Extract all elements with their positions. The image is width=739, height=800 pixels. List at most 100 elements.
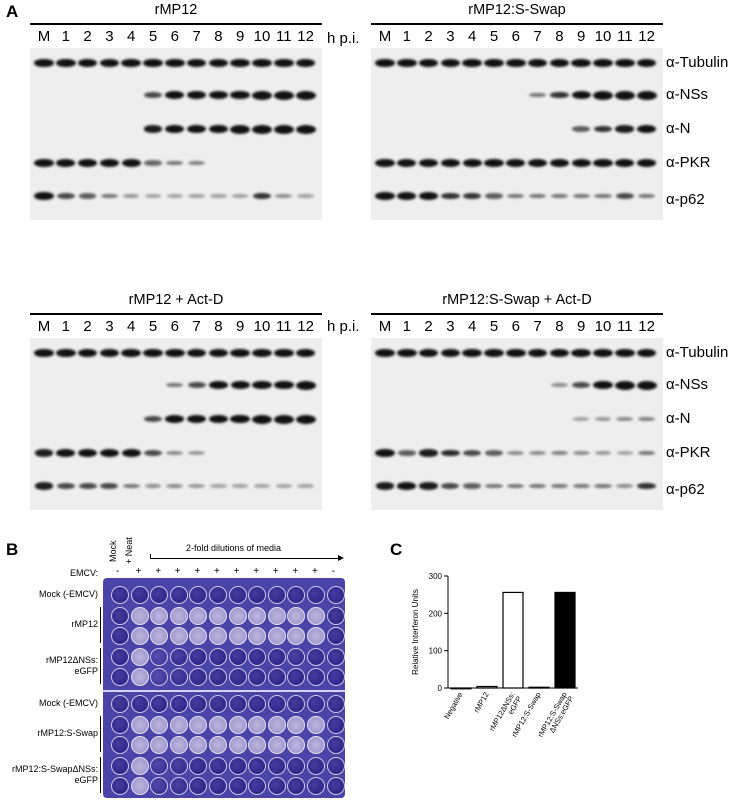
lane-label: 11: [617, 318, 633, 335]
emcv-sign: +: [155, 566, 162, 577]
blot-band: [78, 193, 97, 199]
blot-band: [186, 58, 207, 68]
blot-band: [273, 414, 294, 424]
emcv-label: EMCV:: [70, 568, 99, 578]
lane-label: 7: [192, 318, 201, 335]
blot-band: [186, 124, 207, 134]
assay-well: [111, 777, 129, 796]
lane-labels: M 1 2 3 4 5 6 7 8 9 10 11 12: [371, 28, 663, 48]
blot-title-underline: [30, 313, 322, 315]
blot-band: [594, 417, 612, 421]
lane-label: 3: [446, 28, 455, 45]
blot-band: [252, 90, 272, 100]
blot-band: [484, 58, 504, 68]
blot-band: [121, 348, 141, 358]
assay-well: [228, 586, 247, 604]
lane-labels: M 1 2 3 4 5 6 7 8 9 10 11 12: [371, 318, 663, 338]
lane-label: 12: [297, 28, 314, 45]
assay-well: [111, 606, 129, 625]
blot-band: [397, 192, 417, 200]
blot-band: [100, 483, 119, 489]
lane-label: 2: [83, 318, 92, 335]
lane-label: 6: [511, 28, 520, 45]
assay-well: [169, 756, 188, 775]
assay-well: [209, 736, 227, 755]
y-tick-label: 100: [429, 647, 443, 656]
lane-label: M: [378, 28, 392, 45]
blot-band: [252, 348, 272, 358]
assay-well: [189, 606, 208, 625]
assay-well: [307, 606, 325, 625]
assay-well: [111, 756, 129, 775]
emcv-sign: +: [292, 566, 299, 577]
lane-label: 6: [511, 318, 520, 335]
lane-label: 11: [276, 28, 292, 45]
blot-band: [99, 159, 119, 167]
blot-band: [550, 450, 568, 456]
blot-band: [186, 90, 207, 100]
blot-band: [441, 192, 460, 200]
blot-band: [549, 159, 569, 167]
assay-well: [287, 715, 306, 734]
blot-band: [485, 193, 503, 199]
blot-title: rMP12: [154, 2, 198, 18]
blot-band: [440, 159, 460, 167]
blot-band: [572, 193, 590, 199]
assay-well: [150, 668, 169, 687]
blot-band: [375, 348, 395, 358]
blot-band: [418, 58, 439, 68]
plate-row-label: rMP12:S-SwapΔNSs: eGFP: [11, 764, 98, 786]
assay-well: [169, 647, 188, 666]
lane-label: 1: [61, 318, 70, 335]
assay-well: [326, 715, 345, 734]
blot-strip-n: [30, 112, 322, 147]
assay-well: [287, 606, 306, 625]
blot-band: [188, 451, 205, 455]
blot-band: [100, 193, 118, 199]
blot-band: [440, 348, 461, 358]
assay-well: [267, 695, 286, 713]
y-tick-label: 300: [429, 572, 443, 581]
assay-well: [228, 736, 247, 755]
blot-band: [636, 90, 657, 100]
lane-label: 5: [489, 28, 499, 45]
blot-band: [56, 449, 76, 457]
blot-band: [637, 482, 656, 490]
assay-well: [209, 586, 227, 604]
lane-label: 5: [148, 28, 158, 45]
blot-band: [397, 158, 417, 168]
assay-well: [209, 756, 227, 775]
blot-strip-tubulin: [371, 48, 663, 79]
blot-band: [528, 159, 548, 167]
assay-well: [189, 715, 208, 734]
assay-well: [111, 627, 129, 646]
blot-band: [165, 124, 185, 134]
blot-band: [375, 448, 395, 458]
lane-label: 6: [170, 28, 179, 45]
lane-labels: M 1 2 3 4 5 6 7 8 9 10 11 12: [30, 318, 322, 338]
blot-band: [166, 194, 183, 198]
lane-label: 12: [297, 318, 314, 335]
blot-band: [232, 194, 249, 198]
blot-band: [56, 348, 76, 358]
emcv-sign: +: [312, 566, 318, 577]
assay-well: [307, 586, 325, 604]
blot-strip-nss: [30, 78, 322, 113]
blot-band: [462, 348, 482, 358]
blot-band: [593, 159, 613, 167]
lane-label: 9: [577, 28, 586, 45]
assay-well: [326, 647, 345, 666]
blot-band: [34, 159, 54, 167]
blot-band: [550, 193, 568, 199]
assay-well: [130, 627, 149, 646]
assay-well: [287, 695, 306, 713]
blot-band: [253, 484, 271, 488]
assay-well: [150, 736, 169, 755]
blot-band: [397, 482, 417, 490]
assay-well: [111, 668, 129, 687]
plaque-assay-plate: [103, 578, 345, 798]
blot-band: [77, 448, 98, 458]
panel-c-letter: C: [390, 540, 403, 559]
assay-well: [228, 606, 247, 625]
blot-band: [572, 382, 591, 388]
